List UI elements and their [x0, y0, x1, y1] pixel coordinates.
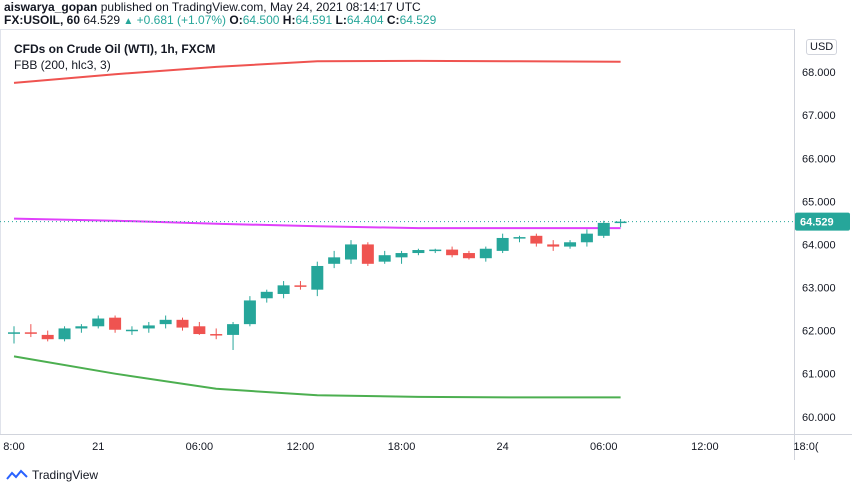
- tradingview-icon: [6, 469, 28, 480]
- chart-title: CFDs on Crude Oil (WTI), 1h, FXCM: [14, 42, 216, 56]
- candle-body: [345, 244, 357, 260]
- candle-body: [361, 244, 374, 264]
- lower-band-line: [13, 355, 621, 399]
- y-tick-label: 66.000: [802, 153, 836, 165]
- tradingview-brand: TradingView: [32, 468, 99, 482]
- candle-body: [92, 318, 105, 327]
- x-tick-label: 8:00: [3, 441, 24, 453]
- candle-body: [513, 237, 526, 239]
- candle-body: [328, 257, 341, 264]
- chart-area[interactable]: 60.000 61.000 62.000 63.000 64.000 65.000 66.0…: [0, 29, 852, 460]
- y-tick-label: 64.000: [802, 239, 836, 251]
- candle-body: [479, 248, 492, 259]
- y-tick-label: 61.000: [802, 369, 836, 381]
- candle-body: [547, 244, 560, 247]
- candle-body: [210, 334, 223, 336]
- candle-body: [142, 325, 155, 329]
- symbol-label: FX:USOIL, 60: [4, 13, 81, 27]
- y-tick-label: 63.000: [802, 283, 836, 295]
- candle-body: [109, 317, 122, 330]
- y-tick-label: 67.000: [802, 110, 836, 122]
- candle-body: [311, 265, 324, 290]
- x-tick-label: 18:0(: [793, 441, 818, 453]
- up-arrow-icon: ▲: [123, 16, 134, 27]
- price-tag-box: [795, 212, 850, 231]
- candle-body: [41, 334, 54, 340]
- currency-button[interactable]: USD: [806, 39, 838, 55]
- x-tick-label: 24: [497, 441, 509, 453]
- high-value: 64.591: [295, 13, 333, 27]
- candle-body: [159, 319, 172, 325]
- change-value: +0.681 (+1.07%): [136, 13, 227, 27]
- price-tag-label: 64.529: [800, 217, 834, 229]
- candle-body: [193, 326, 206, 335]
- low-value: 64.404: [346, 13, 384, 27]
- candle-body: [412, 250, 425, 254]
- candle-body: [395, 253, 408, 258]
- x-tick-label: 12:00: [691, 441, 719, 453]
- tradingview-logo[interactable]: TradingView: [6, 468, 98, 482]
- x-tick-label: 21: [92, 441, 104, 453]
- y-tick-label: 68.000: [802, 67, 836, 79]
- middle-band-line: [13, 217, 621, 230]
- candle-body: [378, 255, 391, 262]
- y-tick-label: 60.000: [802, 412, 836, 424]
- candle-body: [260, 291, 273, 299]
- candle-body: [294, 285, 307, 287]
- low-label: L:: [335, 13, 347, 27]
- candle-body: [614, 221, 627, 224]
- close-label: C:: [386, 13, 400, 27]
- candle-body: [580, 233, 593, 243]
- upper-band-line: [13, 59, 621, 84]
- close-value: 64.529: [399, 13, 437, 27]
- published-text: published on TradingView.com, May 24, 20…: [100, 0, 421, 14]
- y-tick-label: 62.000: [802, 326, 836, 338]
- candle-body: [176, 319, 189, 328]
- indicator-label[interactable]: FBB (200, hlc3, 3): [14, 58, 111, 72]
- candle-body: [227, 324, 240, 335]
- high-label: H:: [282, 13, 296, 27]
- open-label: O:: [229, 13, 243, 27]
- candle-body: [125, 329, 138, 332]
- candle-body: [58, 328, 71, 340]
- candle-body: [446, 249, 459, 256]
- ohlc-line: FX:USOIL, 60 64.529 ▲ +0.681 (+1.07%) O:…: [4, 13, 436, 29]
- candle-body: [243, 300, 256, 325]
- candle-body: [8, 332, 20, 334]
- publish-line: aiswarya_gopan published on TradingView.…: [4, 0, 421, 14]
- candle-body: [429, 249, 442, 252]
- x-tick-label: 06:00: [590, 441, 618, 453]
- x-tick-label: 12:00: [287, 441, 315, 453]
- author-name[interactable]: aiswarya_gopan: [4, 0, 98, 14]
- x-tick-label: 06:00: [186, 441, 214, 453]
- candle-body: [496, 237, 509, 251]
- y-tick-label: 65.000: [802, 196, 836, 208]
- x-tick-label: 18:00: [388, 441, 416, 453]
- open-value: 64.500: [242, 13, 280, 27]
- last-price: 64.529: [83, 13, 121, 27]
- candle-body: [530, 235, 543, 244]
- candle-body: [597, 222, 610, 236]
- price-chart[interactable]: 60.000 61.000 62.000 63.000 64.000 65.000 66.0…: [0, 29, 852, 460]
- candle-body: [24, 332, 37, 334]
- candle-body: [564, 242, 577, 247]
- candle-body: [277, 285, 290, 294]
- candle-body: [462, 253, 475, 259]
- candle-body: [75, 326, 88, 329]
